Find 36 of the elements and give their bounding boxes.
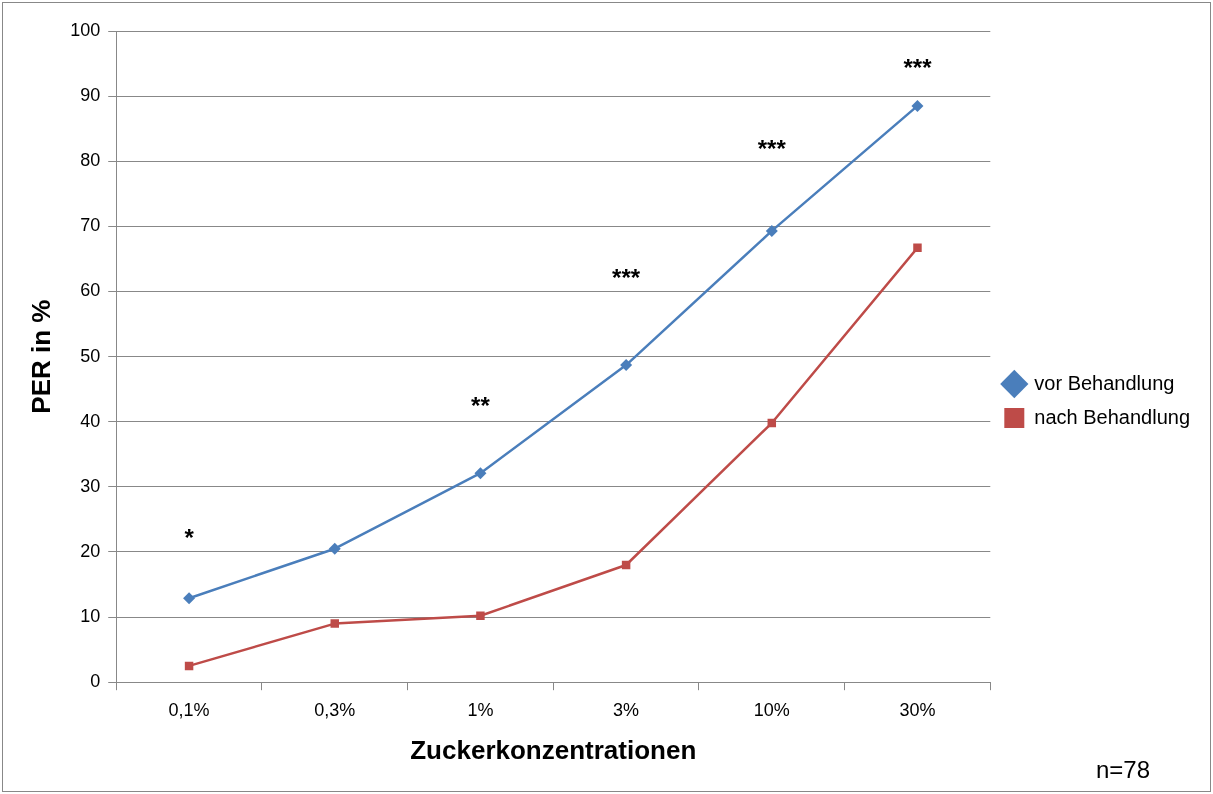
y-tick-label: 20 [80, 540, 101, 561]
x-tick-label: 0,1% [168, 699, 210, 720]
y-tick-label: 80 [80, 150, 101, 171]
annotation: ** [471, 391, 491, 419]
x-tick-label: 0,3% [314, 699, 356, 720]
y-tick-label: 70 [80, 215, 101, 236]
point [911, 99, 924, 112]
point [183, 592, 196, 605]
x-tick-label: 10% [753, 699, 790, 720]
y-tick-label: 50 [80, 345, 101, 366]
legend-label: vor Behandlung [1034, 371, 1175, 394]
point [620, 359, 633, 372]
y-tick-label: 60 [80, 280, 101, 301]
point [330, 619, 339, 628]
point [765, 224, 778, 237]
point [476, 611, 485, 621]
y-tick-label: 40 [80, 410, 101, 431]
y-tick-label: 0 [90, 671, 101, 692]
y-tick-label: 10 [80, 606, 101, 627]
x-tick-label: 30% [899, 699, 936, 720]
text: n=78 [1095, 755, 1150, 783]
y-tick-label: 90 [80, 85, 101, 106]
y-tick-label: 30 [80, 475, 101, 496]
y-tick-label: 100 [70, 19, 101, 40]
y-axis-title: PER in % [25, 299, 56, 414]
point [474, 467, 487, 480]
point [328, 542, 341, 555]
annotation: *** [757, 134, 787, 162]
x-tick-label: 1% [467, 699, 494, 720]
annotation: * [184, 523, 195, 551]
annotation: *** [903, 53, 933, 81]
point [913, 243, 922, 253]
x-axis-title: Zuckerkonzentrationen [410, 734, 697, 765]
legend-label: nach Behandlung [1034, 405, 1191, 428]
x-tick-label: 3% [613, 699, 640, 720]
annotation: *** [612, 263, 641, 291]
